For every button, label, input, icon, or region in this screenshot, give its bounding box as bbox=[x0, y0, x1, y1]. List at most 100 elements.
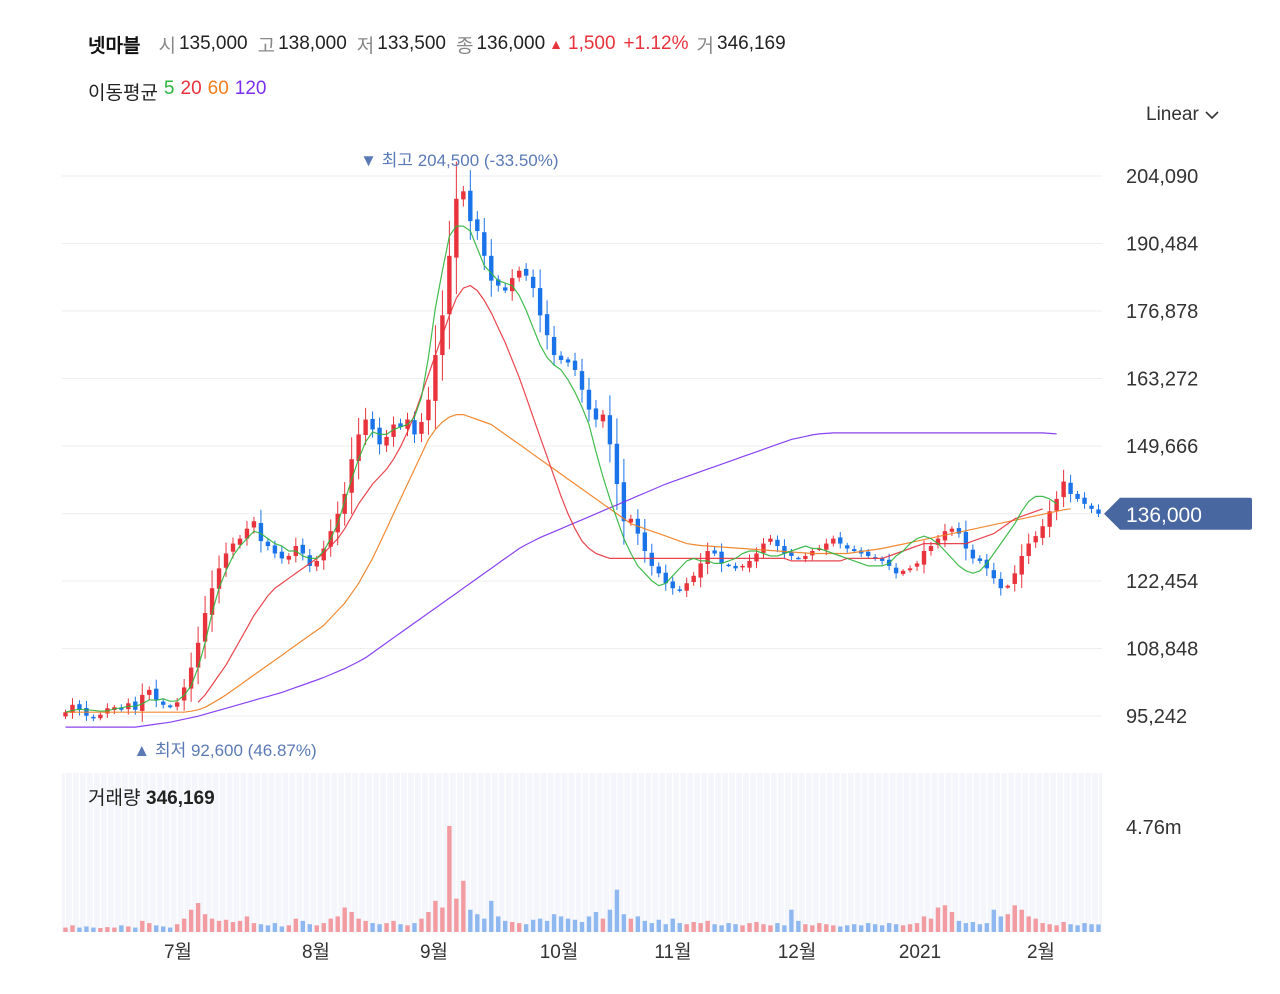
volume-bar bbox=[900, 925, 906, 932]
volume-bar bbox=[691, 921, 696, 932]
candle-body bbox=[244, 528, 250, 539]
candle-body bbox=[1019, 555, 1024, 575]
volume-bar bbox=[544, 920, 550, 932]
candle-body bbox=[188, 667, 194, 689]
candle-body bbox=[970, 549, 976, 559]
max-annotation: ▼ 최고 204,500 (-33.50%) bbox=[360, 151, 558, 170]
candle-body bbox=[914, 563, 920, 567]
volume-bar bbox=[921, 916, 927, 932]
candle-body bbox=[412, 420, 417, 435]
candle-body bbox=[140, 694, 145, 711]
y-tick-label: 176,878 bbox=[1126, 301, 1198, 323]
candle-body bbox=[614, 443, 620, 485]
volume-bar bbox=[475, 914, 480, 932]
high-value: 138,000 bbox=[278, 33, 347, 54]
volume-bar bbox=[126, 926, 131, 932]
volume-bar bbox=[977, 924, 983, 932]
candle-body bbox=[133, 701, 138, 710]
candle-body bbox=[649, 552, 654, 566]
candle-body bbox=[202, 613, 208, 642]
volume-bar bbox=[405, 925, 410, 932]
ma-120[interactable]: 120 bbox=[234, 78, 267, 99]
candle-body bbox=[928, 546, 934, 552]
y-tick-label: 204,090 bbox=[1126, 166, 1198, 188]
candle-body bbox=[523, 268, 529, 276]
stock-name: 넷마블 bbox=[88, 35, 141, 57]
ma-5[interactable]: 5 bbox=[163, 78, 175, 99]
volume-bar bbox=[1068, 924, 1073, 932]
x-tick-label: 12월 bbox=[778, 941, 817, 963]
candle-body bbox=[761, 543, 766, 553]
volume-bar bbox=[942, 905, 948, 932]
candle-body bbox=[579, 371, 585, 390]
volume-bar bbox=[440, 907, 445, 932]
volume-bar bbox=[244, 916, 250, 932]
volume-bar bbox=[865, 923, 871, 932]
volume-bar bbox=[140, 920, 145, 932]
candle-body bbox=[789, 552, 794, 556]
ma-20[interactable]: 20 bbox=[180, 78, 202, 99]
candle-body bbox=[824, 543, 829, 550]
candle-body bbox=[754, 553, 759, 562]
y-tick-label: 190,484 bbox=[1126, 234, 1198, 256]
up-triangle-icon: ▲ bbox=[549, 36, 563, 52]
volume-bar bbox=[810, 925, 815, 932]
volume-bar bbox=[1026, 916, 1031, 932]
change-value: 1,500 bbox=[568, 33, 616, 54]
volume-bar bbox=[461, 880, 466, 932]
candle-body bbox=[98, 714, 103, 719]
volume-bar bbox=[712, 924, 717, 932]
candle-body bbox=[195, 642, 201, 668]
candle-body bbox=[1005, 585, 1010, 588]
candle-body bbox=[251, 521, 257, 528]
candle-body bbox=[586, 389, 592, 410]
candle-body bbox=[1026, 543, 1031, 556]
candle-body bbox=[349, 459, 354, 493]
volume-bar bbox=[251, 923, 257, 932]
candle-body bbox=[712, 550, 717, 554]
volume-bar bbox=[775, 923, 780, 932]
volume-bar bbox=[98, 927, 103, 932]
scale-selector[interactable]: Linear bbox=[1146, 104, 1219, 126]
volume-bar bbox=[1096, 924, 1101, 932]
y-tick-label: 95,242 bbox=[1126, 706, 1187, 728]
volume-bar bbox=[893, 924, 899, 932]
volume-bar bbox=[237, 920, 243, 932]
close-label: 종 bbox=[455, 35, 474, 57]
low-value: 133,500 bbox=[377, 33, 446, 54]
candle-body bbox=[628, 518, 634, 523]
volume-bar bbox=[510, 921, 515, 932]
volume-bar bbox=[426, 911, 431, 932]
volume-bar bbox=[670, 918, 675, 932]
volume-bar bbox=[586, 916, 592, 932]
volume-bar bbox=[1019, 909, 1024, 932]
volume-bar bbox=[230, 921, 236, 932]
volume-bar bbox=[202, 914, 208, 932]
volume-bar bbox=[789, 909, 794, 932]
ma120-line bbox=[65, 432, 1057, 728]
candle-body bbox=[656, 566, 661, 574]
volume-bar bbox=[949, 911, 955, 932]
candle-body bbox=[691, 575, 696, 583]
x-tick-label: 2021 bbox=[899, 942, 941, 963]
volume-bar bbox=[726, 923, 731, 932]
volume-bar bbox=[412, 923, 417, 932]
candle-body bbox=[726, 564, 731, 567]
candle-body bbox=[181, 687, 187, 701]
volume-bar bbox=[181, 918, 187, 932]
ma60-line bbox=[65, 414, 1071, 713]
volume-bar bbox=[105, 927, 110, 932]
ma-60[interactable]: 60 bbox=[207, 78, 229, 99]
candle-body bbox=[516, 270, 522, 278]
candle-body bbox=[956, 528, 962, 534]
volume-bar bbox=[496, 916, 501, 932]
volume-bar bbox=[147, 923, 152, 932]
candle-body bbox=[949, 528, 955, 532]
volume-bar bbox=[349, 911, 354, 932]
candle-body bbox=[161, 701, 166, 705]
volume-bar bbox=[768, 925, 773, 932]
candle-body bbox=[384, 436, 389, 446]
change-percent: +1.12% bbox=[623, 33, 689, 54]
candle-body bbox=[607, 415, 613, 445]
